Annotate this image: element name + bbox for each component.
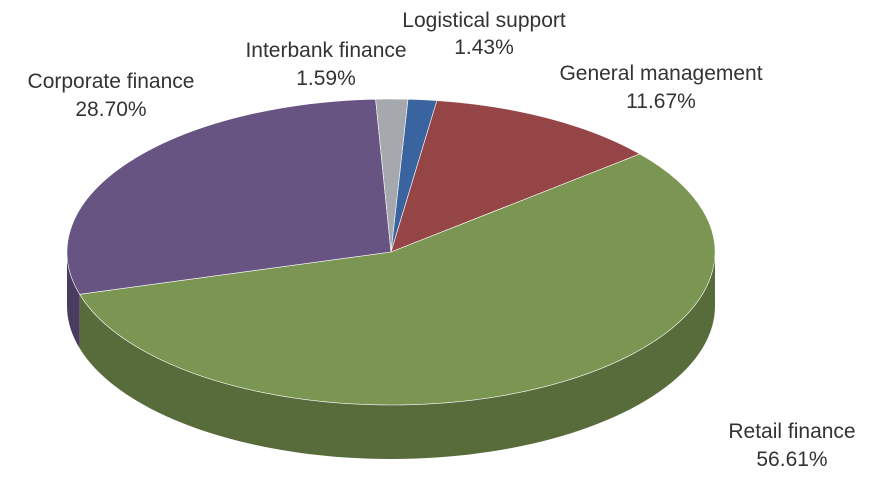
pie-slice-interbank-finance [375, 98, 409, 253]
slice-label-logistical-support-value: 1.43% [454, 36, 514, 59]
slice-label-retail-finance-name: Retail finance [728, 420, 855, 443]
slice-label-corporate-finance-name: Corporate finance [28, 70, 195, 93]
pie-side-retail-finance [79, 252, 716, 459]
slice-label-interbank-finance-value: 1.59% [296, 67, 356, 90]
slice-label-general-management-value: 11.67% [626, 90, 696, 113]
slice-label-general-management-name: General management [559, 62, 762, 85]
pie-top-faces [66, 98, 716, 406]
pie-slice-general-management [390, 100, 641, 253]
slice-label-retail-finance-value: 56.61% [756, 448, 827, 471]
slice-label-corporate-finance-value: 28.70% [75, 98, 146, 121]
pie-side-corporate-finance [67, 252, 80, 349]
pie-labels: Logistical support 1.43% General managem… [28, 9, 856, 471]
slice-label-interbank-finance-name: Interbank finance [245, 39, 406, 62]
pie-slice-corporate-finance [66, 98, 392, 295]
slice-label-logistical-support-name: Logistical support [402, 9, 566, 32]
pie-sides [67, 252, 716, 459]
pie-slice-retail-finance [79, 153, 716, 406]
